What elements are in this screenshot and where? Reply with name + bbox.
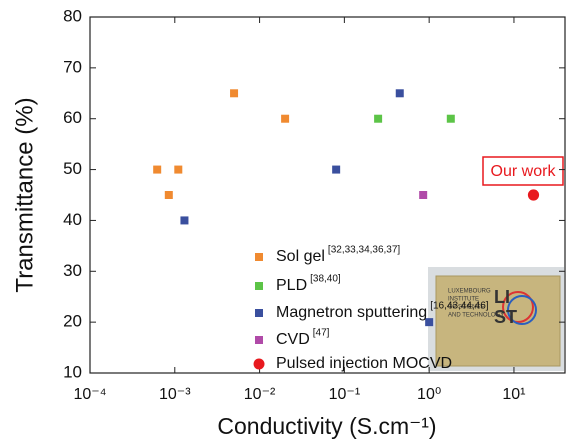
legend-label: Magnetron sputtering [276,304,427,321]
inset-logo-ring [507,295,537,325]
data-point [281,114,290,123]
inset-logo-ring [502,291,534,323]
legend-reference: [47] [313,328,330,339]
legend-label: CVD [276,331,310,348]
y-tick-label: 10 [63,362,82,381]
data-point [395,89,404,98]
legend-reference: [32,33,34,36,37] [328,245,401,256]
y-tick-label: 30 [63,261,82,280]
data-point [332,165,341,174]
plot-frame [89,16,566,374]
legend-label: PLD [276,277,307,294]
data-point [230,89,239,98]
y-tick-label: 70 [63,57,82,76]
y-tick-label: 50 [63,159,82,178]
data-point [446,114,455,123]
x-tick-label: 10⁻² [244,386,276,403]
data-point [374,114,383,123]
legend-marker [255,336,263,344]
data-point [180,216,189,225]
data-point [527,189,540,201]
x-axis-label: Conductivity (S.cm⁻¹) [217,413,436,439]
inset-text: AND TECHNOLOGY [448,313,504,319]
x-tick-label: 10⁰ [417,386,441,403]
inset-text: OF SCIENCE [448,305,485,311]
legend-reference: [16,43,44,46] [430,301,489,312]
x-tick-label: 10⁻¹ [329,386,361,403]
legend-reference: [38,40] [310,274,341,285]
legend-label: Pulsed injection MOCVD [276,355,452,372]
data-point [153,165,162,174]
inset-text: INSTITUTE [448,297,479,303]
inset-text: LUXEMBOURG [448,289,491,295]
legend-marker [255,282,263,290]
legend-marker [255,253,263,261]
annotation-box [482,156,564,186]
data-point [164,191,173,199]
x-tick-label: 10⁻³ [159,386,191,403]
data-point [174,165,183,174]
data-point [419,191,428,199]
x-tick-label: 10⁻⁴ [73,386,106,403]
x-tick-label: 10¹ [502,386,525,403]
inset-photo [428,267,564,371]
legend-label: Sol gel [276,248,325,265]
y-tick-label: 80 [63,6,82,25]
y-tick-label: 40 [63,210,82,229]
inset-logo: LI [494,287,510,307]
inset-sample [435,275,561,367]
legend-marker [253,358,265,370]
legend-marker [255,309,263,317]
data-point [425,318,434,327]
y-tick-label: 20 [63,312,82,331]
inset-logo: ST [494,307,517,327]
annotation: Our work [491,163,557,180]
y-tick-label: 60 [63,108,82,127]
y-axis-label: Transmittance (%) [11,97,38,292]
